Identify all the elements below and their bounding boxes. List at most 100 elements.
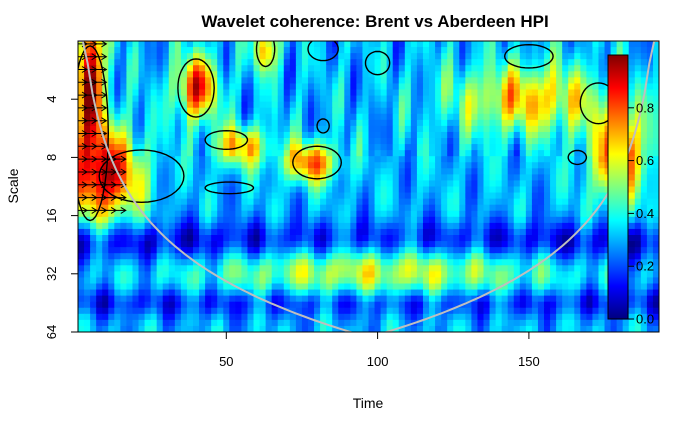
heatmap-cell <box>574 113 581 121</box>
heatmap-cell <box>616 325 624 332</box>
heatmap-cell <box>404 259 412 266</box>
heatmap-cell <box>501 283 509 291</box>
heatmap-cell <box>320 107 327 115</box>
heatmap-cell <box>241 125 249 133</box>
heatmap-cell <box>241 313 249 321</box>
heatmap-cell <box>186 283 194 291</box>
heatmap-cell <box>156 71 164 78</box>
heatmap-cell <box>162 222 170 230</box>
heatmap-cell <box>326 253 333 260</box>
heatmap-cell <box>646 101 654 109</box>
heatmap-cell <box>362 247 370 254</box>
heatmap-cell <box>253 235 261 242</box>
heatmap-cell <box>416 162 424 169</box>
heatmap-cell <box>350 180 357 188</box>
heatmap-cell <box>265 325 273 332</box>
heatmap-cell <box>205 95 212 103</box>
heatmap-cell <box>519 180 527 188</box>
heatmap-cell <box>320 59 327 66</box>
heatmap-cell <box>199 113 206 121</box>
heatmap-cell <box>489 289 497 297</box>
heatmap-cell <box>289 41 297 48</box>
heatmap-cell <box>174 47 182 54</box>
heatmap-cell <box>495 247 503 254</box>
heatmap-cell <box>283 247 291 254</box>
heatmap-cell <box>501 131 509 139</box>
heatmap-cell <box>628 53 636 60</box>
heatmap-cell <box>586 53 594 60</box>
heatmap-cell <box>495 59 503 66</box>
heatmap-cell <box>519 283 527 291</box>
heatmap-cell <box>477 325 485 332</box>
heatmap-cell <box>386 131 394 139</box>
heatmap-cell <box>386 144 394 151</box>
heatmap-cell <box>562 277 569 285</box>
heatmap-cell <box>634 59 642 66</box>
heatmap-cell <box>441 216 448 224</box>
heatmap-cell <box>646 235 654 242</box>
heatmap-cell <box>241 228 249 236</box>
heatmap-cell <box>489 192 497 200</box>
heatmap-cell <box>586 247 594 254</box>
heatmap-cell <box>192 289 200 297</box>
heatmap-cell <box>320 125 327 133</box>
heatmap-cell <box>156 325 164 332</box>
heatmap-cell <box>471 313 479 321</box>
heatmap-cell <box>186 265 194 272</box>
heatmap-cell <box>386 89 394 97</box>
heatmap-cell <box>120 216 128 224</box>
heatmap-cell <box>301 222 309 230</box>
heatmap-cell <box>507 186 515 194</box>
heatmap-cell <box>344 150 351 157</box>
heatmap-cell <box>265 41 273 48</box>
heatmap-cell <box>380 107 388 115</box>
heatmap-cell <box>289 71 297 78</box>
heatmap-cell <box>586 283 594 291</box>
heatmap-cell <box>380 89 388 97</box>
heatmap-cell <box>447 235 454 242</box>
heatmap-cell <box>416 95 424 103</box>
heatmap-cell <box>483 210 491 218</box>
heatmap-cell <box>138 216 146 224</box>
heatmap-cell <box>537 47 545 54</box>
heatmap-cell <box>398 71 406 78</box>
heatmap-cell <box>126 150 134 157</box>
heatmap-cell <box>646 222 654 230</box>
heatmap-cell <box>253 253 261 260</box>
heatmap-cell <box>344 119 351 127</box>
heatmap-cell <box>435 307 442 315</box>
heatmap-cell <box>350 228 357 236</box>
heatmap-cell <box>344 204 351 212</box>
heatmap-cell <box>301 216 309 224</box>
heatmap-cell <box>634 125 642 133</box>
heatmap-cell <box>96 247 103 254</box>
heatmap-cell <box>404 138 412 145</box>
heatmap-cell <box>168 59 176 66</box>
heatmap-cell <box>265 301 273 309</box>
heatmap-cell <box>598 144 606 151</box>
heatmap-cell <box>562 71 569 78</box>
heatmap-cell <box>568 222 575 230</box>
heatmap-cell <box>495 295 503 303</box>
heatmap-cell <box>265 283 273 291</box>
heatmap-cell <box>90 277 97 285</box>
heatmap-cell <box>531 228 539 236</box>
heatmap-cell <box>192 325 200 332</box>
heatmap-cell <box>598 101 606 109</box>
heatmap-cell <box>441 180 448 188</box>
heatmap-cell <box>126 113 134 121</box>
heatmap-cell <box>386 204 394 212</box>
heatmap-cell <box>447 156 454 163</box>
heatmap-cell <box>271 162 279 169</box>
heatmap-cell <box>320 71 327 78</box>
heatmap-cell <box>277 253 285 260</box>
heatmap-cell <box>144 313 152 321</box>
heatmap-cell <box>598 259 606 266</box>
heatmap-cell <box>580 156 587 163</box>
heatmap-cell <box>217 283 224 291</box>
heatmap-cell <box>525 53 533 60</box>
heatmap-cell <box>132 313 140 321</box>
heatmap-cell <box>168 265 176 272</box>
heatmap-cell <box>217 89 224 97</box>
heatmap-cell <box>447 162 454 169</box>
